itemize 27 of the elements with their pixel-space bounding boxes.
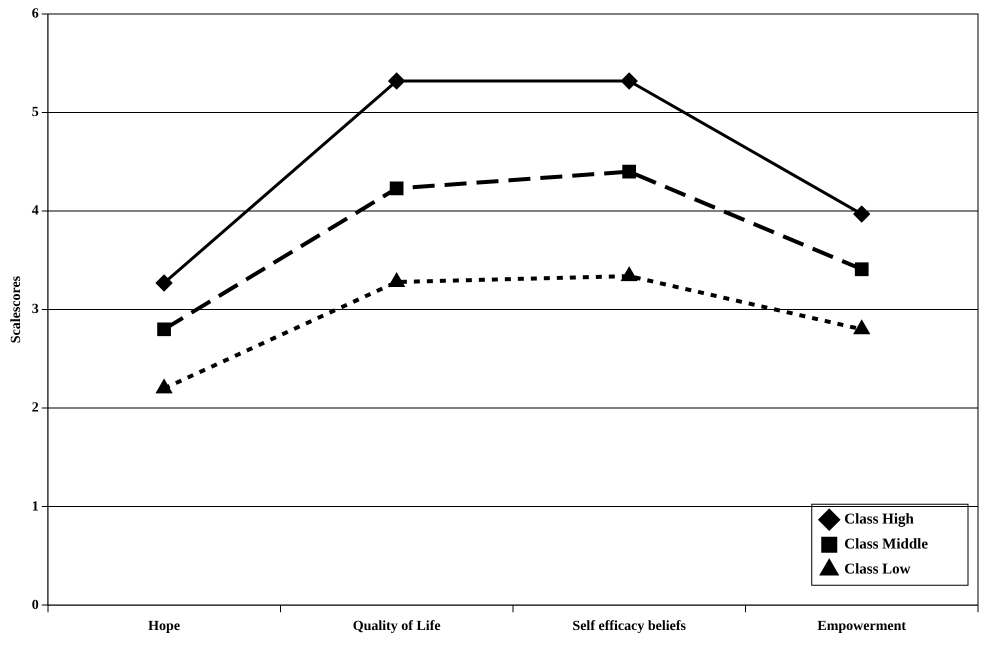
point	[156, 274, 173, 292]
point	[853, 206, 870, 223]
x-tick-label: Hope	[148, 619, 180, 634]
x-tick-label: Empowerment	[817, 619, 906, 634]
y-tick-label: 2	[32, 400, 39, 416]
x-tick-label: Self efficacy beliefs	[572, 619, 686, 634]
legend-label: Class Low	[844, 562, 911, 578]
point	[157, 322, 171, 336]
y-tick-label: 4	[32, 204, 39, 219]
point	[854, 262, 869, 276]
y-tick-label: 5	[32, 105, 39, 120]
legend-label: Class Middle	[844, 536, 928, 553]
point	[853, 320, 870, 334]
point	[156, 378, 172, 394]
point	[388, 72, 406, 90]
point	[388, 272, 405, 288]
y-tick-label: 1	[32, 499, 39, 514]
y-tick-label: 3	[32, 302, 39, 318]
point	[620, 266, 638, 282]
point	[620, 72, 638, 90]
y-axis-title: Scalescores	[9, 275, 24, 344]
point	[622, 164, 636, 179]
y-tick-label: 6	[32, 6, 39, 22]
y-tick-label: 0	[32, 598, 39, 613]
legend-label: Class High	[844, 512, 914, 528]
x-tick-label: Quality of Life	[352, 619, 441, 634]
point	[390, 182, 404, 196]
